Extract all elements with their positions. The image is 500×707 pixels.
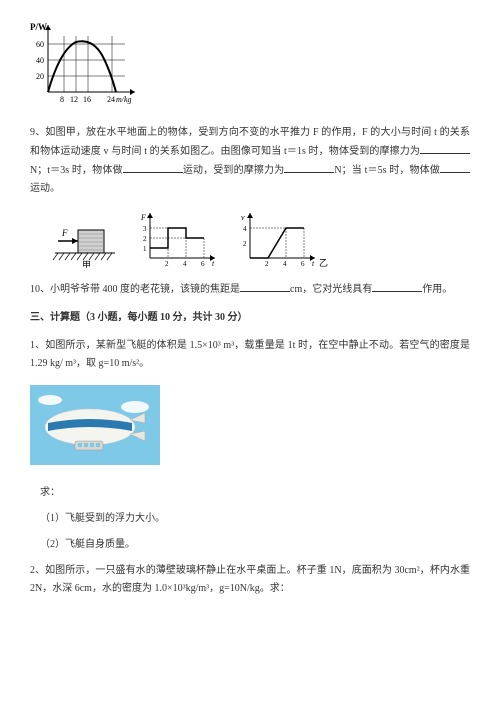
q9-blank-2 — [123, 161, 183, 173]
qiu-label: 求： — [40, 484, 470, 502]
svg-text:F: F — [140, 213, 146, 222]
q9-blank-4 — [440, 161, 470, 173]
svg-text:2: 2 — [265, 260, 269, 268]
q9-blank-1 — [420, 142, 470, 154]
svg-text:1: 1 — [143, 245, 147, 253]
svg-text:3: 3 — [143, 225, 147, 233]
svg-text:20: 20 — [36, 72, 44, 81]
svg-text:F: F — [61, 228, 68, 238]
svg-text:v: v — [241, 213, 245, 222]
calc-q1-sub2: （2）飞艇自身质量。 — [40, 536, 470, 554]
svg-text:40: 40 — [36, 56, 44, 65]
q9-text-4: N；当 t＝5s 时，物体做 — [334, 165, 440, 176]
svg-text:2: 2 — [143, 235, 147, 243]
svg-text:16: 16 — [83, 95, 91, 104]
svg-text:乙: 乙 — [319, 258, 328, 268]
velocity-time-graph: v 2 4 2 4 6 t 乙 — [235, 208, 330, 268]
airship-image — [30, 385, 470, 472]
svg-text:6: 6 — [201, 260, 205, 268]
q9-blank-3 — [284, 161, 334, 173]
q9-text-3: 运动，受到的摩擦力为 — [183, 165, 285, 176]
question-9: 9、如图甲，放在水平地面上的物体，受到方向不变的水平推力 F 的作用，F 的大小… — [30, 124, 470, 198]
q10-text-2: cm，它对光线具有 — [290, 284, 372, 295]
calc-q2-text: 2、如图所示，一只盛有水的薄壁玻璃杯静止在水平桌面上。杯子重 1N，底面积为 3… — [30, 562, 470, 598]
svg-text:2: 2 — [243, 240, 247, 248]
svg-text:4: 4 — [283, 260, 287, 268]
q9-diagram-row: F 甲 F 1 2 3 2 4 6 t v 2 4 2 4 6 — [50, 208, 470, 268]
force-time-graph: F 1 2 3 2 4 6 t — [135, 208, 220, 268]
q10-text-3: 作用。 — [422, 284, 452, 295]
svg-text:t: t — [212, 259, 215, 268]
svg-text:m/kg: m/kg — [116, 95, 132, 104]
q9-text-2: N；t＝3s 时，物体做 — [30, 165, 123, 176]
question-10: 10、小明爷爷带 400 度的老花镜，该镜的焦距是 cm，它对光线具有 作用。 — [30, 280, 470, 299]
q10-text-1: 10、小明爷爷带 400 度的老花镜，该镜的焦距是 — [30, 284, 240, 295]
svg-text:24: 24 — [107, 95, 115, 104]
svg-text:t: t — [312, 259, 315, 268]
calc-q1-text: 1、如图所示，某新型飞艇的体积是 1.5×10³ m³，载重量是 1t 时，在空… — [30, 337, 470, 373]
svg-text:8: 8 — [60, 95, 64, 104]
power-mass-chart: P/W 60 40 20 8 12 16 24 m/kg — [30, 20, 470, 112]
q10-blank-2 — [372, 280, 422, 292]
svg-text:甲: 甲 — [82, 260, 91, 268]
svg-text:4: 4 — [183, 260, 187, 268]
svg-text:60: 60 — [36, 40, 44, 49]
calc-q1-sub1: （1）飞艇受到的浮力大小。 — [40, 510, 470, 528]
svg-text:6: 6 — [301, 260, 305, 268]
q9-text-5: 运动。 — [30, 183, 60, 194]
block-diagram: F 甲 — [50, 208, 120, 268]
svg-text:2: 2 — [165, 260, 169, 268]
q10-blank-1 — [240, 280, 290, 292]
section-3-title: 三、计算题（3 小题，每小题 10 分，共计 30 分） — [30, 309, 470, 327]
svg-text:P/W: P/W — [30, 22, 47, 32]
q9-text-1: 9、如图甲，放在水平地面上的物体，受到方向不变的水平推力 F 的作用，F 的大小… — [30, 127, 470, 157]
svg-text:4: 4 — [243, 225, 247, 233]
svg-text:12: 12 — [70, 95, 78, 104]
